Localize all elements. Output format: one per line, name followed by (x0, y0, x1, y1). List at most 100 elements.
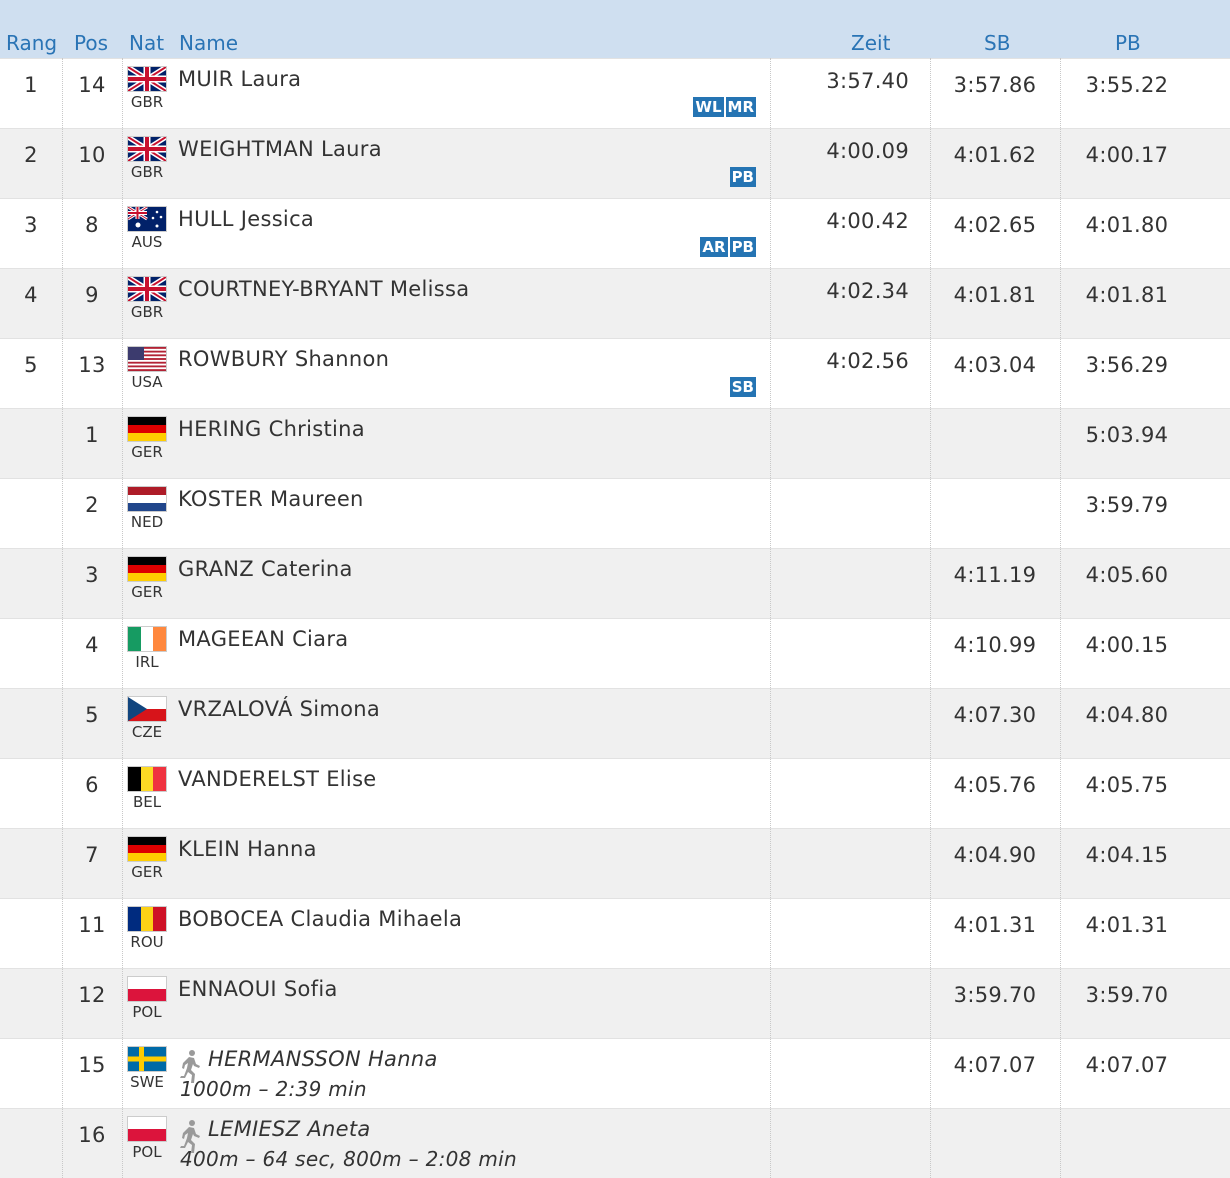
flag-image (128, 1117, 166, 1141)
rank: 1 (24, 73, 38, 97)
athlete-name: MUIR Laura (178, 67, 302, 91)
pacer-icon-wrap (178, 1119, 202, 1157)
personal-best: 4:05.60 (1085, 563, 1169, 587)
flag (126, 274, 168, 304)
nation: GBR (130, 163, 164, 181)
athlete-name: HERMANSSON Hanna (208, 1047, 438, 1071)
athlete-name: WEIGHTMAN Laura (178, 137, 382, 161)
result-row: 15 SWE HERMANSSON Hanna 1000m – 2:39 min 4:0… (0, 1038, 1230, 1108)
rank: 4 (24, 283, 38, 307)
personal-best: 4:05.75 (1085, 773, 1169, 797)
record-badge: MR (725, 97, 756, 117)
nation: POL (132, 1143, 162, 1161)
start-position: 14 (78, 73, 106, 97)
athlete-name: HULL Jessica (178, 207, 315, 231)
flag (127, 205, 166, 231)
athlete-name: ROWBURY Shannon (178, 347, 390, 371)
flag-image (128, 907, 166, 931)
nation: GBR (130, 303, 164, 321)
personal-best: 3:59.79 (1085, 493, 1169, 517)
result-row: 4 9 GBR COURTNEY-BRYANT Melissa 4:02.34 4:01.… (0, 268, 1230, 338)
season-best: 4:05.76 (953, 773, 1037, 797)
result-row: 5 CZE VRZALOVÁ Simona 4:07.30 4:04.80 (0, 688, 1230, 758)
start-position: 7 (85, 843, 99, 867)
pacer-icon-wrap (178, 1049, 202, 1087)
season-best: 4:01.81 (953, 283, 1037, 307)
record-badge: WL (693, 97, 724, 117)
flag (128, 627, 166, 651)
flag (128, 977, 166, 1001)
personal-best: 4:04.15 (1085, 843, 1169, 867)
rank: 2 (24, 143, 38, 167)
flag (128, 347, 166, 371)
start-position: 1 (85, 423, 99, 447)
time: 4:00.42 (826, 209, 909, 233)
badges: WL MR (693, 97, 756, 117)
personal-best: 4:04.80 (1085, 703, 1169, 727)
start-position: 8 (85, 213, 99, 237)
season-best: 4:03.04 (953, 353, 1037, 377)
header-cell: Zeit (851, 31, 891, 55)
athlete-name: BOBOCEA Claudia Mihaela (178, 907, 463, 931)
flag-image (128, 417, 166, 441)
start-position: 6 (85, 773, 99, 797)
athlete-name: MAGEEAN Ciara (178, 627, 349, 651)
column-separator (62, 58, 63, 1178)
athlete-name: COURTNEY-BRYANT Melissa (178, 277, 470, 301)
personal-best: 5:03.94 (1085, 423, 1169, 447)
personal-best: 3:56.29 (1085, 353, 1169, 377)
start-position: 16 (78, 1123, 106, 1147)
nation: NED (130, 513, 164, 531)
flag-image (128, 557, 166, 581)
nation: GBR (130, 93, 164, 111)
flag (128, 487, 166, 511)
record-badge: PB (729, 167, 756, 187)
season-best: 3:59.70 (953, 983, 1037, 1007)
flag (128, 767, 166, 791)
flag-image (126, 134, 168, 164)
column-separator (122, 58, 123, 1178)
flag-image (128, 977, 166, 1001)
header-cell: Name (179, 31, 239, 55)
personal-best: 4:01.80 (1085, 213, 1169, 237)
flag (128, 417, 166, 441)
record-badge: PB (729, 237, 756, 257)
flag (128, 557, 166, 581)
start-position: 11 (78, 913, 106, 937)
season-best: 4:07.07 (953, 1053, 1037, 1077)
nation: ROU (130, 933, 164, 951)
athlete-name: KLEIN Hanna (178, 837, 317, 861)
result-row: 11 ROU BOBOCEA Claudia Mihaela 4:01.31 4:01.… (0, 898, 1230, 968)
athlete-name: KOSTER Maureen (178, 487, 364, 511)
pacer-note: 1000m – 2:39 min (180, 1077, 367, 1101)
start-position: 9 (85, 283, 99, 307)
nation: IRL (135, 653, 159, 671)
personal-best: 4:01.31 (1085, 913, 1169, 937)
time: 4:00.09 (826, 139, 909, 163)
personal-best: 4:00.17 (1085, 143, 1169, 167)
flag-image (126, 64, 168, 94)
start-position: 2 (85, 493, 99, 517)
nation: AUS (131, 233, 163, 251)
season-best: 4:04.90 (953, 843, 1037, 867)
column-separator (770, 58, 771, 1178)
nation: GER (131, 443, 163, 461)
athlete-name: HERING Christina (178, 417, 365, 441)
result-row: 7 GER KLEIN Hanna 4:04.90 4:04.15 (0, 828, 1230, 898)
flag (126, 64, 168, 94)
athlete-name: ENNAOUI Sofia (178, 977, 338, 1001)
athlete-name: GRANZ Caterina (178, 557, 353, 581)
result-row: 2 NED KOSTER Maureen 3:59.79 (0, 478, 1230, 548)
time: 4:02.56 (826, 349, 909, 373)
nation: BEL (132, 793, 162, 811)
season-best: 3:57.86 (953, 73, 1037, 97)
result-row: 3 8 AUS HULL Jessica AR PB 4:00.42 4:02.65 4:01.… (0, 198, 1230, 268)
personal-best: 4:07.07 (1085, 1053, 1169, 1077)
nation: GER (131, 863, 163, 881)
athlete-name: LEMIESZ Aneta (208, 1117, 371, 1141)
header-cell: Rang (6, 31, 58, 55)
rank: 3 (24, 213, 38, 237)
personal-best: 3:55.22 (1085, 73, 1169, 97)
badges: AR PB (700, 237, 756, 257)
